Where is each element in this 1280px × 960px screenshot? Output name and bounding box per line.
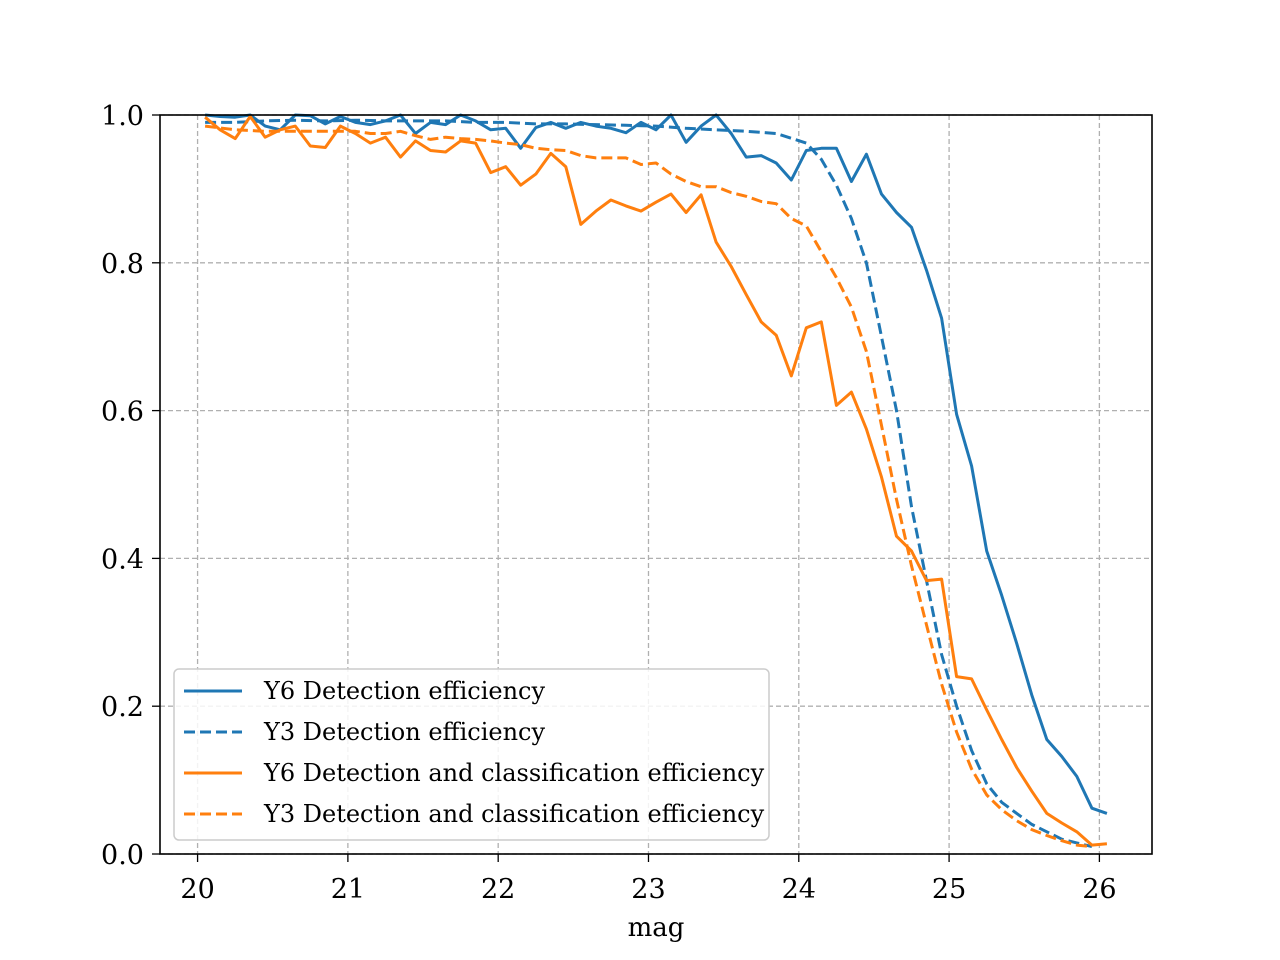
y-tick-label: 0.6	[101, 397, 144, 428]
x-tick-label: 21	[331, 874, 365, 905]
axis-ticks: 20 21 22 23 24 25 26 0.0 0.2 0.4 0.6 0.8 1.0	[101, 101, 1117, 905]
x-tick-label: 26	[1082, 874, 1116, 905]
legend-label: Y6 Detection efficiency	[263, 677, 545, 705]
legend: Y6 Detection efficiency Y3 Detection effi…	[173, 668, 770, 841]
y-tick-label: 0.8	[101, 249, 144, 280]
x-tick-label: 25	[932, 874, 966, 905]
series-line-1	[204, 113, 1108, 815]
series-line-3	[204, 115, 1108, 847]
x-tick-label: 20	[180, 874, 214, 905]
plot-frame	[159, 114, 1153, 855]
y-tick-label: 0.2	[101, 692, 144, 723]
series-lines	[204, 113, 1108, 849]
legend-label: Y3 Detection and classification efficien…	[263, 800, 765, 828]
y-tick-label: 1.0	[101, 101, 144, 132]
y-tick-label: 0.0	[101, 840, 144, 871]
legend-label: Y6 Detection and classification efficien…	[263, 759, 765, 787]
x-axis-label: mag	[628, 913, 685, 943]
y-tick-label: 0.4	[101, 544, 144, 575]
x-tick-label: 24	[782, 874, 816, 905]
x-tick-label: 23	[631, 874, 665, 905]
series-line-4	[204, 124, 1093, 849]
legend-box	[173, 668, 770, 841]
legend-label: Y3 Detection efficiency	[263, 718, 545, 746]
series-line-2	[205, 118, 1093, 849]
x-tick-label: 22	[481, 874, 515, 905]
